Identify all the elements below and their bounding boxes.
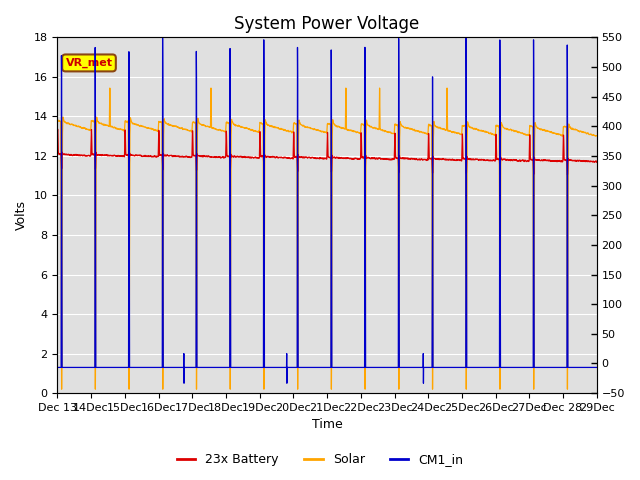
Legend: 23x Battery, Solar, CM1_in: 23x Battery, Solar, CM1_in: [172, 448, 468, 471]
Solar: [511, 128, 518, 133]
CM1_in: [444, 364, 452, 370]
23x Battery: [396, 156, 404, 161]
Solar: [444, 128, 452, 134]
Solar: [164, 121, 172, 127]
23x Battery: [587, 158, 595, 164]
Text: VR_met: VR_met: [65, 58, 113, 68]
CM1_in: [180, 380, 188, 386]
CM1_in: [159, 36, 166, 41]
23x Battery: [478, 157, 486, 163]
CM1_in: [397, 364, 404, 370]
CM1_in: [164, 364, 172, 370]
Solar: [593, 133, 600, 139]
Solar: [479, 128, 486, 134]
Line: Solar: Solar: [58, 88, 596, 389]
23x Battery: [511, 157, 518, 163]
23x Battery: [54, 130, 61, 135]
23x Battery: [164, 153, 172, 158]
Solar: [397, 120, 404, 125]
Line: 23x Battery: 23x Battery: [58, 129, 596, 175]
Y-axis label: Volts: Volts: [15, 200, 28, 230]
23x Battery: [444, 156, 452, 162]
23x Battery: [54, 126, 61, 132]
Solar: [54, 117, 61, 123]
Line: CM1_in: CM1_in: [58, 38, 596, 383]
23x Battery: [593, 159, 600, 165]
CM1_in: [511, 364, 518, 370]
CM1_in: [593, 364, 600, 370]
Title: System Power Voltage: System Power Voltage: [234, 15, 420, 33]
CM1_in: [479, 364, 486, 370]
23x Battery: [564, 172, 572, 178]
CM1_in: [54, 364, 61, 370]
Solar: [125, 386, 133, 392]
Solar: [342, 85, 349, 91]
CM1_in: [587, 364, 595, 370]
X-axis label: Time: Time: [312, 419, 342, 432]
Solar: [587, 131, 595, 137]
